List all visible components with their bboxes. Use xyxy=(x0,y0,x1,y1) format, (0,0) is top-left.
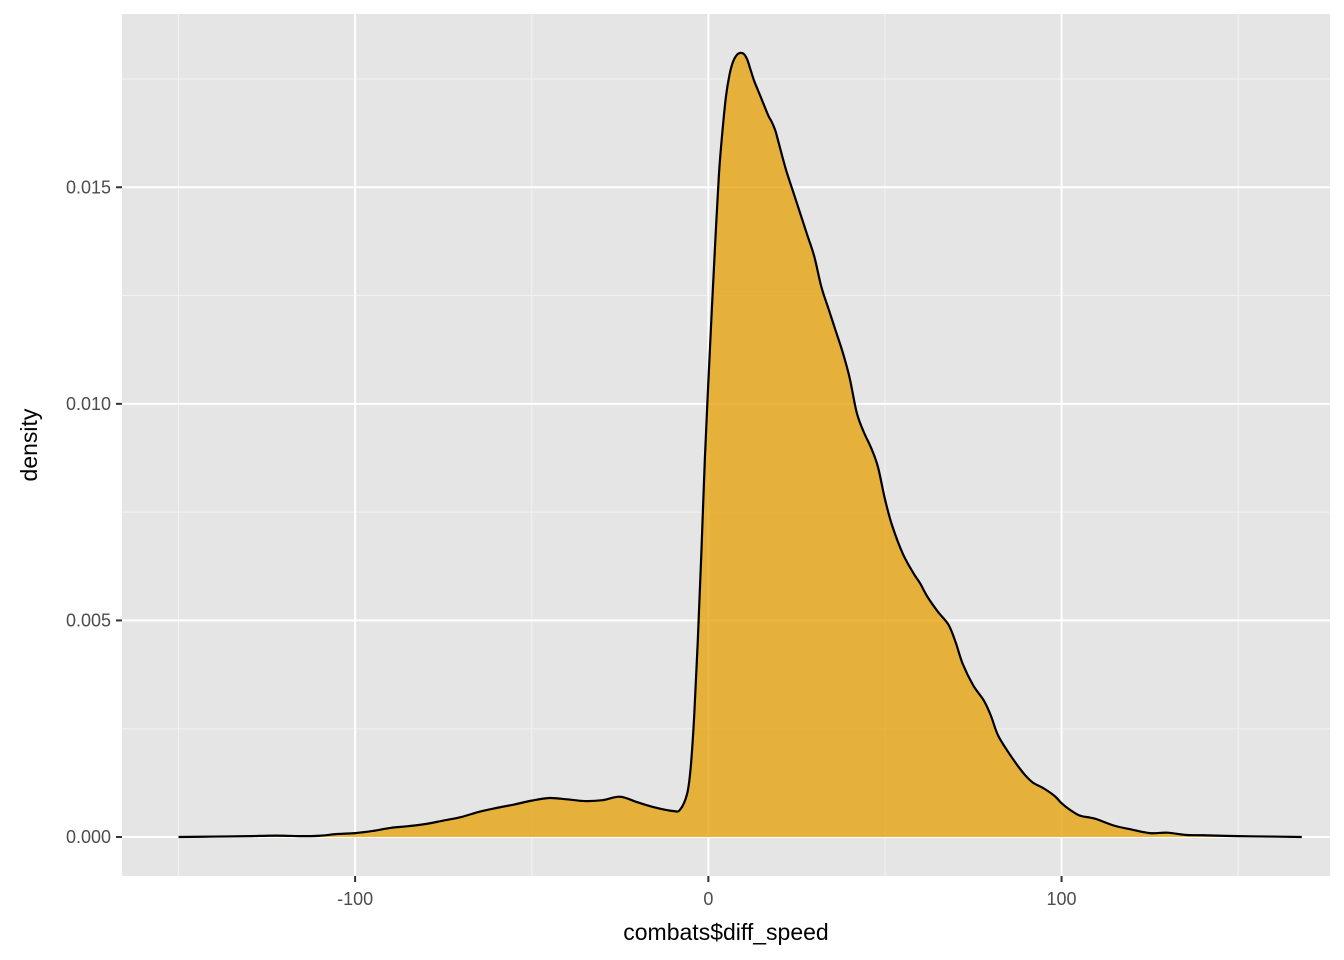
x-axis: -100 0 100 xyxy=(337,876,1077,909)
x-tick-label: 0 xyxy=(703,889,713,909)
density-line xyxy=(178,51,1302,839)
x-tick-label: -100 xyxy=(337,889,373,909)
y-tick-label: 0.005 xyxy=(66,610,111,630)
y-tick-label: 0.010 xyxy=(66,394,111,414)
x-tick-label: 100 xyxy=(1047,889,1077,909)
y-axis: 0.000 0.005 0.010 0.015 xyxy=(66,177,122,847)
y-axis-title: density xyxy=(16,408,42,481)
x-axis-title: combats$diff_speed xyxy=(623,919,828,945)
density-area xyxy=(178,52,1302,838)
y-tick-label: 0.015 xyxy=(66,177,111,197)
y-tick-label: 0.000 xyxy=(66,827,111,847)
